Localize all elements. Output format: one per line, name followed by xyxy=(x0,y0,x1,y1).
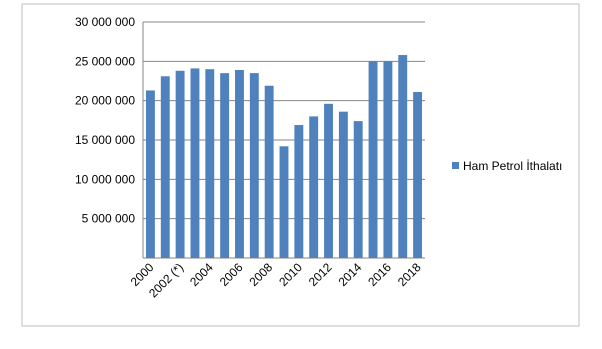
y-tick-label: 10 000 000 xyxy=(75,172,135,186)
y-tick-label: 5 000 000 xyxy=(82,212,136,226)
bar xyxy=(145,90,155,258)
bar xyxy=(205,69,215,258)
bar xyxy=(413,92,423,258)
bar xyxy=(249,73,259,258)
bar xyxy=(175,70,185,258)
bar xyxy=(398,55,408,258)
legend-label: Ham Petrol İthalatı xyxy=(463,159,562,173)
bar xyxy=(353,121,363,259)
bar xyxy=(279,146,289,258)
bar xyxy=(338,111,348,259)
y-tick-label: 30 000 000 xyxy=(75,15,135,29)
legend-swatch xyxy=(452,162,459,169)
bar xyxy=(383,61,393,259)
y-tick-label: 20 000 000 xyxy=(75,94,135,108)
bar xyxy=(264,85,274,258)
bar xyxy=(294,125,304,258)
bar xyxy=(220,73,230,258)
y-tick-label: 25 000 000 xyxy=(75,54,135,68)
bar xyxy=(368,61,378,259)
bar xyxy=(235,69,244,258)
bar xyxy=(190,68,200,258)
y-tick-label: 15 000 000 xyxy=(75,133,135,147)
bar xyxy=(309,116,319,259)
bar xyxy=(324,103,333,259)
bar xyxy=(160,76,170,258)
